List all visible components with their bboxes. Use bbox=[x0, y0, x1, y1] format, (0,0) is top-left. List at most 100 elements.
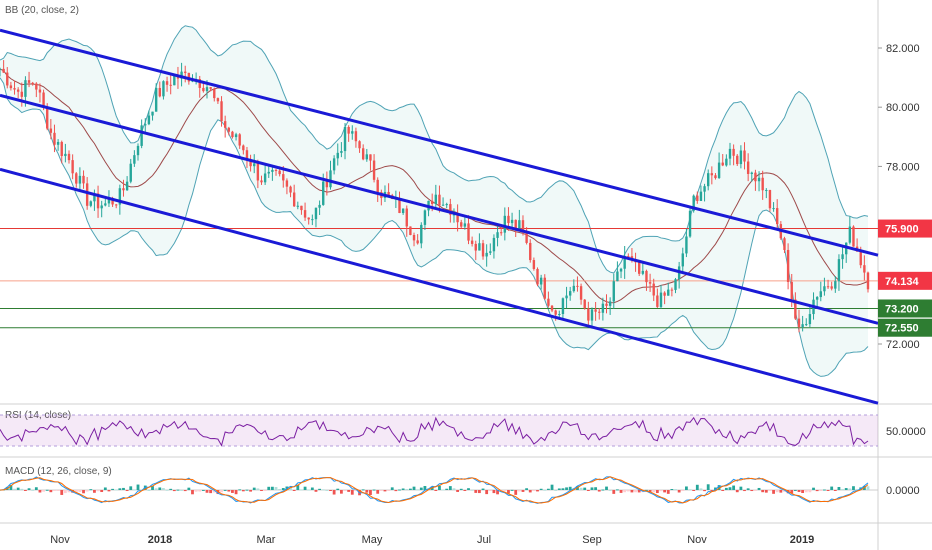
candle-body bbox=[703, 186, 706, 192]
macd-histogram-bar bbox=[619, 490, 623, 493]
macd-histogram-bar bbox=[652, 490, 656, 493]
candle-body bbox=[256, 163, 260, 181]
macd-histogram-bar bbox=[78, 490, 82, 492]
macd-histogram-bar bbox=[463, 490, 467, 491]
candle-body bbox=[71, 160, 74, 174]
candle-body bbox=[474, 243, 477, 251]
channel-line-middle bbox=[0, 93, 879, 325]
candle-body bbox=[801, 324, 804, 328]
macd-histogram-bar bbox=[376, 490, 380, 494]
price-tag bbox=[878, 318, 932, 337]
candle-body bbox=[409, 226, 412, 236]
candle-body bbox=[115, 204, 118, 206]
candle-body bbox=[543, 277, 546, 299]
candle-body bbox=[136, 145, 140, 156]
candle-body bbox=[369, 154, 372, 161]
candle-body bbox=[481, 243, 485, 257]
macd-histogram-bar bbox=[496, 490, 499, 495]
candle-body bbox=[387, 191, 390, 196]
macd-histogram-bar bbox=[278, 488, 282, 490]
time-axis-label: 2018 bbox=[148, 534, 172, 546]
macd-histogram-bar bbox=[826, 490, 830, 491]
candle-body bbox=[863, 265, 866, 273]
macd-histogram-bar bbox=[56, 490, 60, 491]
candle-body bbox=[9, 85, 13, 89]
macd-histogram-bar bbox=[201, 489, 205, 491]
macd-histogram-bar bbox=[60, 490, 64, 495]
candle-body bbox=[514, 219, 517, 229]
macd-histogram-bar bbox=[681, 490, 685, 491]
macd-histogram-bar bbox=[797, 490, 801, 492]
macd-histogram-bar bbox=[626, 490, 630, 492]
macd-histogram-bar bbox=[743, 490, 746, 492]
macd-histogram-bar bbox=[441, 489, 445, 491]
macd-histogram-bar bbox=[510, 489, 514, 491]
macd-histogram-bar bbox=[801, 490, 805, 493]
candle-body bbox=[561, 298, 565, 314]
candle-body bbox=[467, 223, 470, 241]
candle-body bbox=[525, 231, 528, 243]
candle-body bbox=[253, 163, 256, 167]
candle-body bbox=[365, 154, 369, 160]
macd-histogram-bar bbox=[347, 490, 351, 492]
candle-body bbox=[707, 173, 710, 187]
macd-histogram-bar bbox=[114, 489, 118, 491]
candle-body bbox=[518, 220, 521, 229]
macd-histogram-bar bbox=[369, 490, 372, 495]
macd-histogram-bar bbox=[270, 486, 274, 490]
macd-histogram-bar bbox=[608, 489, 612, 491]
candle-body bbox=[746, 161, 750, 174]
macd-histogram-bar bbox=[318, 488, 321, 490]
price-tag bbox=[878, 219, 932, 238]
macd-histogram-bar bbox=[122, 487, 125, 490]
candle-body bbox=[24, 80, 27, 97]
macd-histogram-bar bbox=[198, 490, 202, 492]
price-tag bbox=[878, 271, 932, 290]
macd-histogram-bar bbox=[754, 490, 757, 491]
macd-histogram-bar bbox=[307, 489, 311, 491]
price-tick-label: 72.000 bbox=[886, 339, 920, 351]
candle-body bbox=[757, 177, 761, 182]
candle-body bbox=[405, 208, 408, 227]
macd-histogram-bar bbox=[260, 490, 263, 491]
candle-body bbox=[336, 152, 339, 159]
candle-body bbox=[834, 281, 837, 289]
macd-histogram-bar bbox=[503, 490, 507, 492]
candle-body bbox=[263, 173, 267, 183]
macd-histogram-bar bbox=[24, 490, 27, 491]
candle-body bbox=[499, 232, 503, 234]
macd-histogram-bar bbox=[612, 490, 616, 494]
macd-histogram-bar bbox=[852, 486, 855, 490]
candle-body bbox=[100, 205, 103, 209]
candle-body bbox=[859, 251, 862, 266]
macd-histogram-bar bbox=[485, 490, 489, 495]
macd-histogram-bar bbox=[579, 487, 583, 490]
macd-histogram-bar bbox=[561, 488, 565, 490]
macd-histogram-bar bbox=[637, 490, 641, 493]
macd-histogram-bar bbox=[209, 490, 213, 494]
macd-histogram-bar bbox=[815, 490, 819, 492]
candle-body bbox=[539, 277, 543, 285]
candle-body bbox=[125, 181, 129, 191]
candle-body bbox=[441, 204, 445, 206]
macd-histogram-bar bbox=[746, 488, 750, 490]
candle-body bbox=[354, 131, 358, 142]
macd-histogram-bar bbox=[663, 490, 667, 493]
candle-body bbox=[696, 195, 699, 201]
macd-histogram-bar bbox=[557, 488, 561, 490]
macd-histogram-bar bbox=[16, 487, 20, 490]
candle-body bbox=[815, 297, 819, 300]
candle-body bbox=[20, 91, 23, 97]
candle-body bbox=[300, 205, 303, 211]
candle-body bbox=[140, 125, 143, 146]
candle-body bbox=[848, 226, 852, 243]
price-tick-label: 78.000 bbox=[886, 161, 920, 173]
bb-fill bbox=[0, 25, 868, 377]
candle-body bbox=[351, 131, 354, 134]
candle-body bbox=[31, 82, 34, 84]
candle-body bbox=[151, 111, 154, 116]
macd-histogram-bar bbox=[191, 490, 194, 495]
candle-body bbox=[0, 68, 2, 70]
macd-histogram-bar bbox=[343, 490, 347, 491]
